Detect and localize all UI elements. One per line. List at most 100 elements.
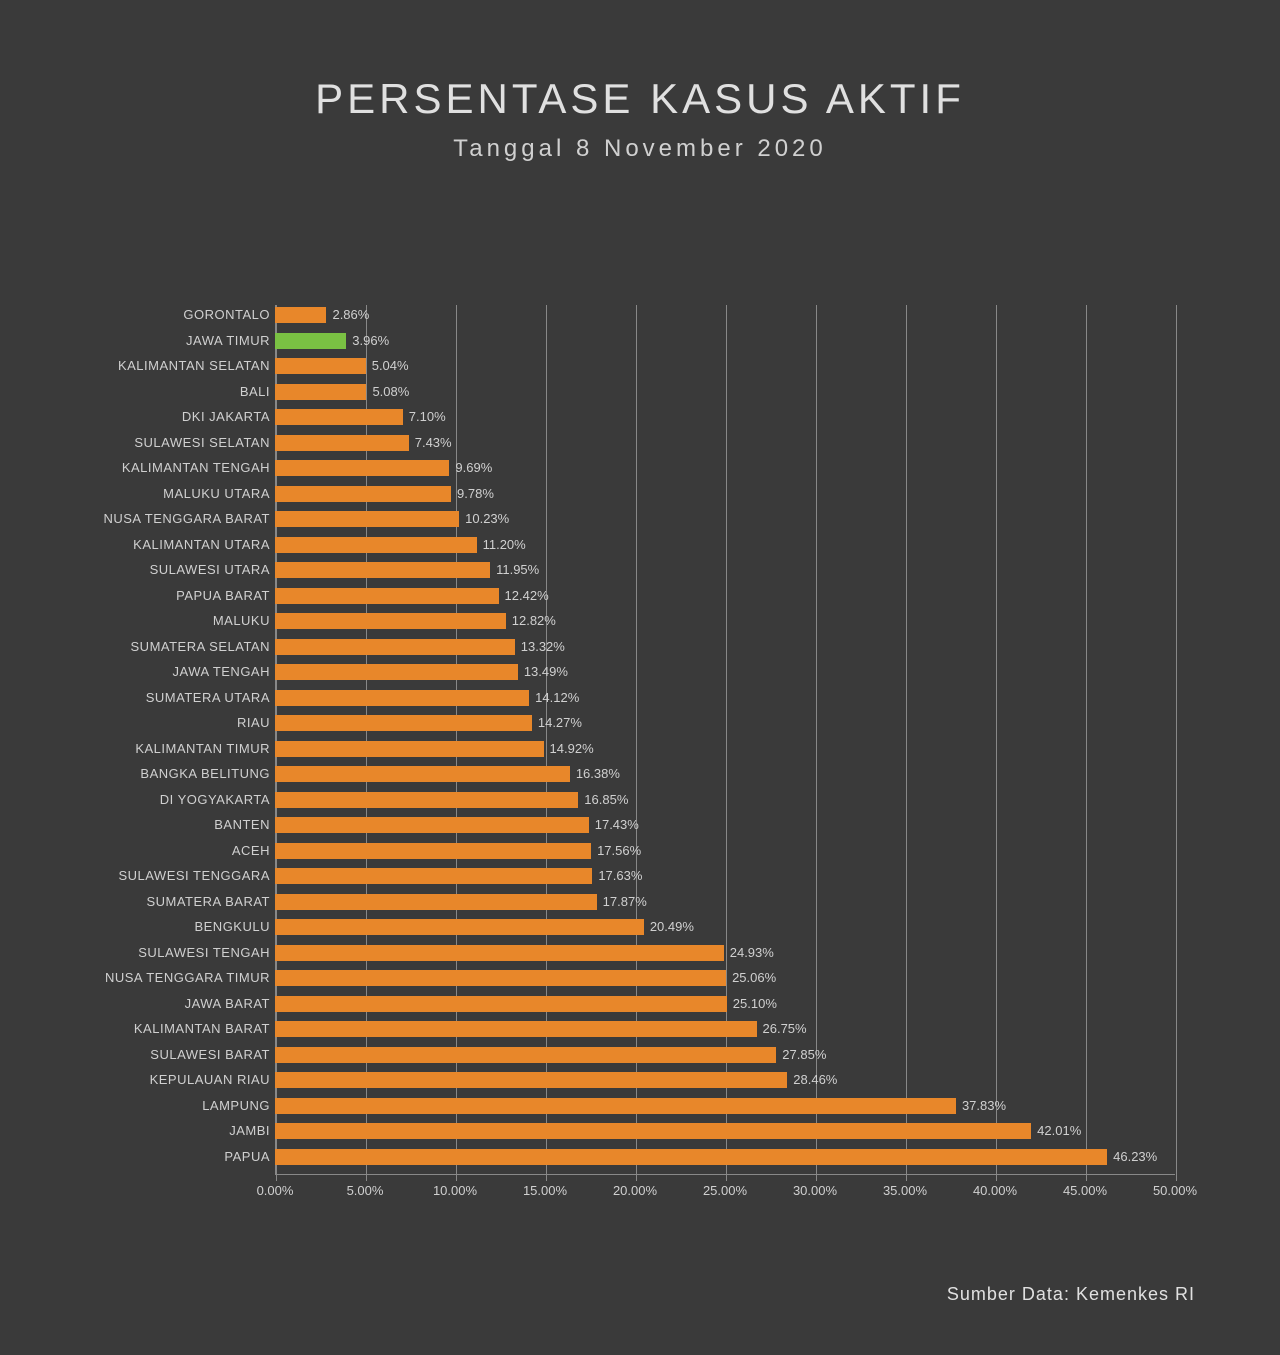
- bar: [275, 511, 459, 527]
- value-label: 13.32%: [515, 639, 565, 655]
- category-label: SULAWESI TENGAH: [95, 945, 270, 961]
- category-label: SULAWESI TENGGARA: [95, 868, 270, 884]
- category-label: KALIMANTAN TIMUR: [95, 741, 270, 757]
- value-label: 9.78%: [451, 486, 494, 502]
- category-label: KALIMANTAN UTARA: [95, 537, 270, 553]
- bar: [275, 307, 326, 323]
- category-label: RIAU: [95, 715, 270, 731]
- bar: [275, 562, 490, 578]
- value-label: 5.08%: [366, 384, 409, 400]
- bar: [275, 1149, 1107, 1165]
- chart-container: 0.00% 5.00% 10.00% 15.00% 20.00% 25.00% 30.00%…: [95, 305, 1195, 1210]
- category-label: NUSA TENGGARA BARAT: [95, 511, 270, 527]
- bar: [275, 868, 592, 884]
- category-label: BALI: [95, 384, 270, 400]
- bar: [275, 715, 532, 731]
- bar: [275, 843, 591, 859]
- category-label: PAPUA: [95, 1149, 270, 1165]
- category-label: MALUKU UTARA: [95, 486, 270, 502]
- bar: [275, 384, 366, 400]
- value-label: 14.12%: [529, 690, 579, 706]
- bar: [275, 639, 515, 655]
- value-label: 5.04%: [366, 358, 409, 374]
- bar: [275, 690, 529, 706]
- value-label: 20.49%: [644, 919, 694, 935]
- category-label: SULAWESI SELATAN: [95, 435, 270, 451]
- value-label: 46.23%: [1107, 1149, 1157, 1165]
- value-label: 26.75%: [757, 1021, 807, 1037]
- value-label: 25.06%: [726, 970, 776, 986]
- gridline: [1086, 305, 1087, 1181]
- value-label: 12.82%: [506, 613, 556, 629]
- category-label: KALIMANTAN BARAT: [95, 1021, 270, 1037]
- value-label: 13.49%: [518, 664, 568, 680]
- bar: [275, 460, 449, 476]
- value-label: 7.10%: [403, 409, 446, 425]
- category-label: KALIMANTAN TENGAH: [95, 460, 270, 476]
- bar: [275, 996, 727, 1012]
- bar: [275, 1021, 757, 1037]
- x-tick-label: 20.00%: [605, 1183, 665, 1198]
- value-label: 7.43%: [409, 435, 452, 451]
- category-label: SUMATERA UTARA: [95, 690, 270, 706]
- bar: [275, 588, 499, 604]
- x-tick-label: 35.00%: [875, 1183, 935, 1198]
- category-label: JAWA BARAT: [95, 996, 270, 1012]
- category-label: MALUKU: [95, 613, 270, 629]
- value-label: 14.27%: [532, 715, 582, 731]
- gridline: [906, 305, 907, 1181]
- category-label: LAMPUNG: [95, 1098, 270, 1114]
- chart-subtitle: Tanggal 8 November 2020: [0, 135, 1280, 163]
- value-label: 14.92%: [544, 741, 594, 757]
- bar: [275, 817, 589, 833]
- category-label: NUSA TENGGARA TIMUR: [95, 970, 270, 986]
- bar: [275, 435, 409, 451]
- gridline: [996, 305, 997, 1181]
- category-label: ACEH: [95, 843, 270, 859]
- x-tick-label: 10.00%: [425, 1183, 485, 1198]
- value-label: 16.85%: [578, 792, 628, 808]
- value-label: 2.86%: [326, 307, 369, 323]
- category-label: GORONTALO: [95, 307, 270, 323]
- value-label: 12.42%: [499, 588, 549, 604]
- bar: [275, 894, 597, 910]
- category-label: JAMBI: [95, 1123, 270, 1139]
- category-label: DKI JAKARTA: [95, 409, 270, 425]
- category-label: DI YOGYAKARTA: [95, 792, 270, 808]
- category-label: SUMATERA BARAT: [95, 894, 270, 910]
- category-label: BANGKA BELITUNG: [95, 766, 270, 782]
- value-label: 3.96%: [346, 333, 389, 349]
- x-tick-label: 15.00%: [515, 1183, 575, 1198]
- bar: [275, 1072, 787, 1088]
- bar: [275, 537, 477, 553]
- x-tick-label: 0.00%: [245, 1183, 305, 1198]
- x-tick-label: 30.00%: [785, 1183, 845, 1198]
- x-tick-label: 5.00%: [335, 1183, 395, 1198]
- gridline: [1176, 305, 1177, 1181]
- value-label: 17.87%: [597, 894, 647, 910]
- value-label: 28.46%: [787, 1072, 837, 1088]
- bar: [275, 409, 403, 425]
- bar: [275, 945, 724, 961]
- value-label: 11.95%: [490, 562, 539, 578]
- category-label: JAWA TENGAH: [95, 664, 270, 680]
- bar: [275, 664, 518, 680]
- bar: [275, 1047, 776, 1063]
- value-label: 9.69%: [449, 460, 492, 476]
- bar: [275, 1098, 956, 1114]
- value-label: 11.20%: [477, 537, 526, 553]
- bar: [275, 970, 726, 986]
- category-label: JAWA TIMUR: [95, 333, 270, 349]
- chart-title: PERSENTASE KASUS AKTIF: [0, 75, 1280, 123]
- x-tick-label: 45.00%: [1055, 1183, 1115, 1198]
- bar: [275, 919, 644, 935]
- bar: [275, 358, 366, 374]
- x-tick-label: 40.00%: [965, 1183, 1025, 1198]
- bar: [275, 486, 451, 502]
- x-tick-label: 25.00%: [695, 1183, 755, 1198]
- bar: [275, 766, 570, 782]
- category-label: BANTEN: [95, 817, 270, 833]
- value-label: 25.10%: [727, 996, 777, 1012]
- value-label: 17.43%: [589, 817, 639, 833]
- bar: [275, 741, 544, 757]
